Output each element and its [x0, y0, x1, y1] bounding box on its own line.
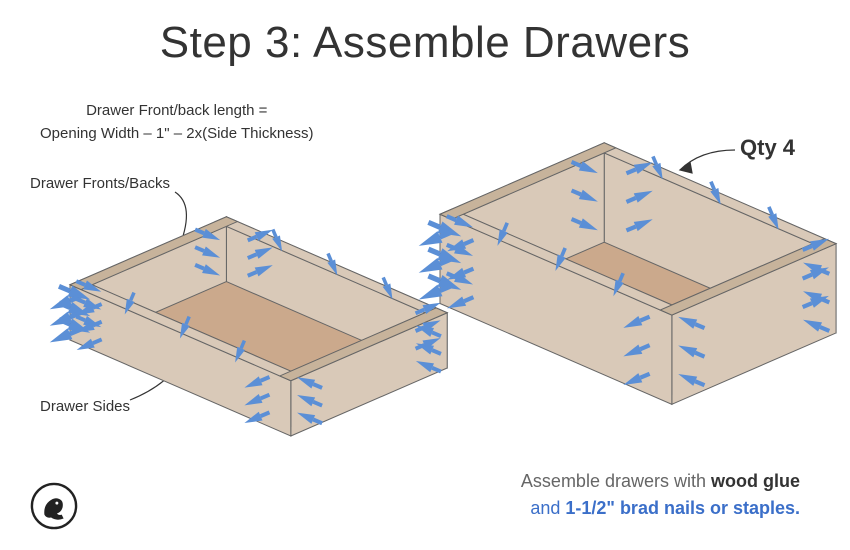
- assembly-line2-pre: and: [530, 498, 565, 518]
- assembly-note: Assemble drawers with wood glue and 1-1/…: [521, 468, 800, 522]
- assembly-line1-pre: Assemble drawers with: [521, 471, 711, 491]
- assembly-line1-bold: wood glue: [711, 471, 800, 491]
- drawer-box: [400, 125, 850, 464]
- brand-logo-icon: [30, 482, 78, 530]
- assembly-line2-bold: 1-1/2" brad nails or staples.: [565, 498, 800, 518]
